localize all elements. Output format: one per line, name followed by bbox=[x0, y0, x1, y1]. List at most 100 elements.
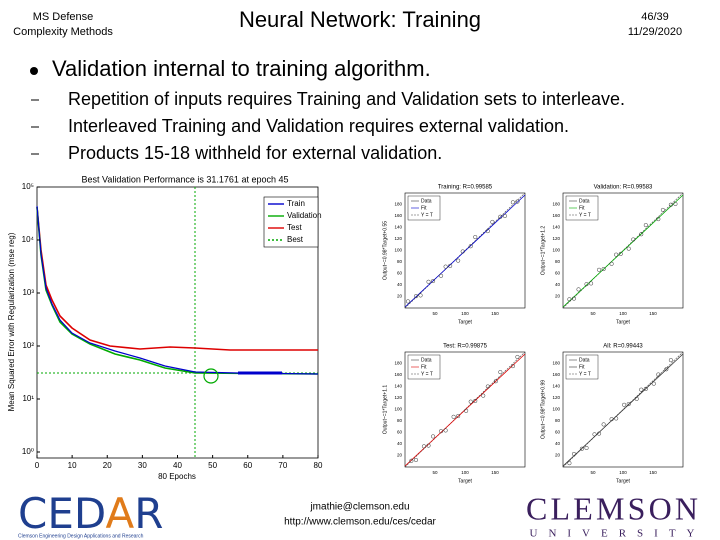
data-point bbox=[614, 416, 619, 421]
y-tick-label: 40 bbox=[555, 282, 561, 287]
data-point bbox=[510, 364, 515, 369]
x-tick-label: 0 bbox=[35, 461, 40, 470]
y-label: Output~=0.98*Target+0.99 bbox=[540, 380, 546, 439]
data-point bbox=[584, 282, 589, 287]
y-tick-label: 10³ bbox=[22, 288, 34, 297]
y-tick-label: 40 bbox=[397, 441, 403, 446]
y-tick-label: 80 bbox=[397, 418, 403, 423]
data-point bbox=[515, 199, 520, 204]
data-point bbox=[656, 217, 661, 222]
legend-label: Y = T bbox=[579, 212, 591, 218]
x-tick-label: 100 bbox=[461, 470, 469, 475]
x-tick-label: 70 bbox=[278, 461, 287, 470]
data-point bbox=[668, 202, 673, 207]
data-point bbox=[601, 266, 606, 272]
legend-label: Data bbox=[579, 198, 590, 204]
y-tick-label: 140 bbox=[394, 384, 402, 389]
data-point bbox=[579, 446, 585, 451]
data-point bbox=[576, 287, 581, 292]
data-point bbox=[413, 294, 419, 299]
y-tick-label: 180 bbox=[552, 361, 560, 366]
data-point bbox=[456, 258, 461, 263]
y-tick-label: 120 bbox=[552, 395, 560, 400]
data-point bbox=[656, 372, 661, 377]
legend-label: Data bbox=[421, 357, 432, 363]
data-point bbox=[626, 246, 631, 251]
data-point bbox=[498, 214, 503, 219]
data-point bbox=[643, 223, 648, 228]
data-point bbox=[409, 458, 414, 463]
y-tick-label: 140 bbox=[552, 384, 560, 389]
legend bbox=[263, 196, 319, 248]
data-point bbox=[405, 299, 411, 304]
cedar-logo: CEDAR bbox=[18, 489, 163, 538]
legend-label: Fit bbox=[579, 364, 585, 370]
y-tick-label: 180 bbox=[394, 202, 402, 207]
legend-label: Data bbox=[421, 198, 432, 204]
y-tick-label: 20 bbox=[555, 294, 561, 299]
x-tick-label: 150 bbox=[491, 470, 499, 475]
y-tick-label: 40 bbox=[555, 441, 561, 446]
y-tick-label: 40 bbox=[397, 282, 403, 287]
plot-title: Training: R=0.99585 bbox=[438, 185, 493, 191]
y-label: Output~=1*Target+1.1 bbox=[382, 385, 388, 435]
data-point bbox=[622, 402, 627, 407]
legend-label: Data bbox=[579, 357, 590, 363]
y-tick-label: 10⁴ bbox=[22, 235, 35, 244]
data-point bbox=[485, 384, 490, 389]
y-tick-label: 100 bbox=[394, 407, 402, 412]
y-tick-label: 100 bbox=[552, 248, 560, 253]
y-tick-label: 180 bbox=[552, 202, 560, 207]
data-point bbox=[510, 200, 515, 205]
y-tick-label: 160 bbox=[552, 213, 560, 218]
regression-plot: Test: R=0.99875 Output~=1*Target+1.1 Targe… bbox=[382, 344, 526, 484]
x-tick-label: 10 bbox=[68, 461, 77, 470]
data-point bbox=[456, 413, 461, 419]
data-point bbox=[601, 422, 606, 427]
x-label: 80 Epochs bbox=[158, 472, 196, 481]
data-point bbox=[473, 398, 478, 403]
y-tick-label: 60 bbox=[555, 271, 561, 276]
plot-title: All: R=0.99443 bbox=[603, 344, 643, 350]
x-tick-label: 100 bbox=[619, 470, 627, 475]
y-tick-label: 80 bbox=[555, 259, 561, 264]
data-point bbox=[597, 267, 602, 272]
y-tick-label: 20 bbox=[397, 453, 403, 458]
y-tick-label: 120 bbox=[552, 236, 560, 241]
data-point bbox=[584, 445, 589, 451]
data-point bbox=[498, 370, 503, 375]
y-tick-label: 180 bbox=[394, 361, 402, 366]
y-tick-label: 20 bbox=[397, 294, 403, 299]
data-point bbox=[609, 417, 614, 422]
data-point bbox=[468, 244, 473, 249]
regression-plots: Training: R=0.99585 Output~=0.98*Target+0… bbox=[382, 185, 684, 484]
data-point bbox=[431, 278, 436, 284]
y-tick-label: 60 bbox=[397, 430, 403, 435]
course: Complexity Methods bbox=[13, 26, 113, 38]
data-point bbox=[589, 281, 594, 286]
sub-bullet: Products 15-18 withheld for external val… bbox=[68, 143, 442, 163]
x-tick-label: 150 bbox=[649, 470, 657, 475]
data-point bbox=[451, 414, 456, 419]
plot-title: Best Validation Performance is 31.1761 a… bbox=[82, 174, 289, 184]
y-label: Mean Squared Error with Regularization (… bbox=[7, 232, 16, 411]
y-tick-label: 120 bbox=[394, 395, 402, 400]
y-tick-label: 20 bbox=[555, 453, 561, 458]
x-tick-label: 20 bbox=[103, 461, 112, 470]
legend-label: Validation bbox=[287, 211, 322, 220]
course: MS Defense bbox=[33, 11, 94, 23]
x-tick-label: 30 bbox=[138, 461, 147, 470]
y-tick-label: 80 bbox=[555, 418, 561, 423]
legend-label: Fit bbox=[579, 205, 585, 211]
data-point bbox=[609, 261, 614, 266]
data-point bbox=[673, 201, 678, 207]
data-point bbox=[473, 235, 478, 240]
train-curve bbox=[36, 205, 319, 375]
data-point bbox=[651, 381, 656, 386]
data-point bbox=[502, 213, 507, 218]
regression-plot: Validation: R=0.99583 Output~=1*Target+1.… bbox=[540, 185, 684, 325]
data-point bbox=[614, 252, 619, 257]
y-label: Output~=1*Target+1.2 bbox=[540, 226, 546, 276]
x-label: Target bbox=[616, 319, 631, 325]
